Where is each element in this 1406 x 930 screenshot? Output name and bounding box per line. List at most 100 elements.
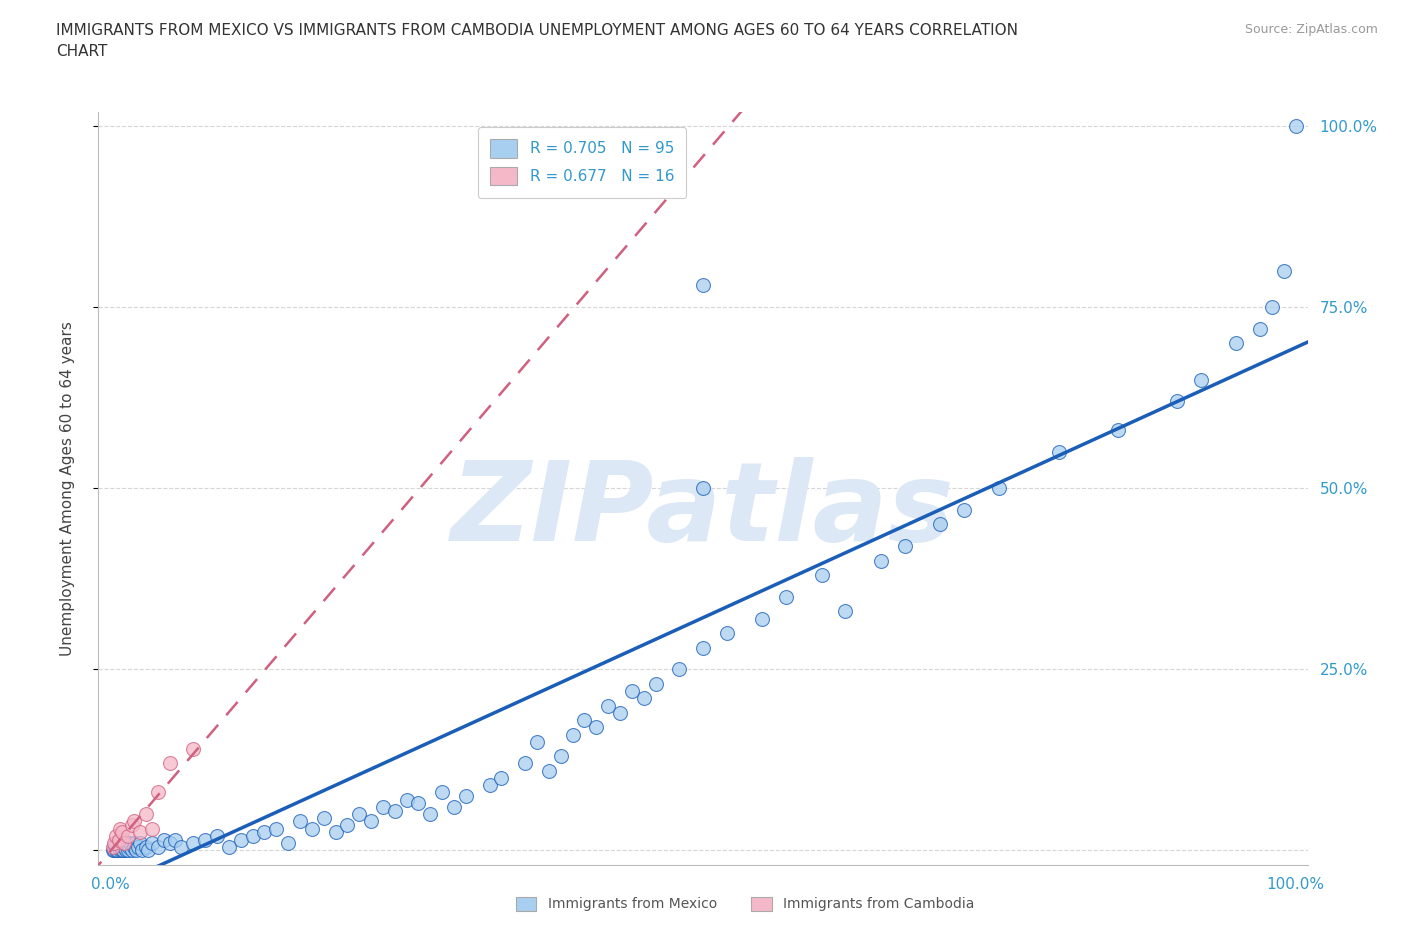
Point (122, 814, 145, 829)
Point (869, 553, 891, 568)
Point (1189, 372, 1212, 387)
Point (537, 764, 560, 778)
Point (929, 517, 952, 532)
Point (104, 840, 127, 855)
Point (114, 843, 136, 857)
Point (165, 832, 187, 847)
Point (194, 832, 217, 847)
Point (454, 789, 477, 804)
Point (115, 836, 138, 851)
Point (526, 735, 548, 750)
Point (550, 749, 572, 764)
Point (751, 611, 773, 626)
Point (1261, 299, 1284, 314)
Point (395, 792, 418, 807)
Point (692, 640, 714, 655)
Point (443, 800, 465, 815)
Point (810, 567, 832, 582)
Point (692, 481, 714, 496)
Point (105, 836, 128, 851)
Point (118, 840, 141, 855)
Point (988, 481, 1011, 496)
Point (644, 676, 666, 691)
Point (127, 840, 149, 855)
Point (111, 825, 134, 840)
Point (111, 843, 134, 857)
Point (114, 840, 136, 855)
Point (716, 626, 738, 641)
Point (1249, 322, 1271, 337)
Point (561, 727, 583, 742)
Point (419, 806, 441, 821)
Point (120, 836, 142, 851)
Point (159, 836, 181, 851)
Point (141, 836, 163, 851)
Point (131, 843, 153, 857)
Point (107, 832, 129, 847)
Point (360, 814, 382, 829)
Point (1166, 394, 1188, 409)
Point (117, 829, 139, 844)
Point (633, 691, 655, 706)
Point (312, 810, 335, 825)
Point (146, 785, 169, 800)
Point (103, 836, 125, 851)
Point (108, 821, 131, 836)
Point (952, 502, 974, 517)
Point (668, 662, 690, 677)
Text: Source: ZipAtlas.com: Source: ZipAtlas.com (1244, 23, 1378, 36)
Point (105, 829, 128, 844)
Point (264, 821, 287, 836)
Point (775, 590, 797, 604)
Point (515, 756, 537, 771)
Legend: Immigrants from Mexico, Immigrants from Cambodia: Immigrants from Mexico, Immigrants from … (509, 890, 981, 919)
Point (129, 825, 152, 840)
Point (432, 785, 454, 800)
Y-axis label: Unemployment Among Ages 60 to 64 years: Unemployment Among Ages 60 to 64 years (60, 321, 75, 656)
Point (301, 821, 323, 836)
Point (347, 806, 370, 821)
Point (135, 806, 157, 821)
Point (277, 836, 299, 851)
Point (205, 829, 228, 844)
Point (124, 836, 146, 851)
Point (141, 821, 163, 836)
Point (114, 836, 136, 851)
Point (893, 538, 915, 553)
Point (288, 814, 311, 829)
Point (325, 825, 347, 840)
Point (121, 843, 143, 857)
Point (491, 771, 513, 786)
Point (574, 712, 596, 727)
Point (478, 777, 501, 792)
Point (620, 684, 643, 698)
Point (609, 705, 631, 720)
Legend: R = 0.705   N = 95, R = 0.677   N = 16: R = 0.705 N = 95, R = 0.677 N = 16 (478, 126, 686, 198)
Point (129, 836, 152, 851)
Point (107, 840, 129, 855)
Point (336, 817, 359, 832)
Point (125, 843, 148, 857)
Point (111, 832, 134, 847)
Point (170, 840, 193, 855)
Point (136, 843, 159, 857)
Point (108, 836, 131, 851)
Point (110, 840, 132, 855)
Point (408, 796, 430, 811)
Point (159, 756, 181, 771)
Point (242, 829, 264, 844)
Point (105, 843, 128, 857)
Point (1047, 445, 1070, 459)
Point (112, 843, 135, 857)
Text: IMMIGRANTS FROM MEXICO VS IMMIGRANTS FROM CAMBODIA UNEMPLOYMENT AMONG AGES 60 TO: IMMIGRANTS FROM MEXICO VS IMMIGRANTS FRO… (56, 23, 1018, 60)
Point (121, 817, 143, 832)
Point (253, 825, 276, 840)
Point (101, 840, 124, 855)
Point (105, 843, 128, 857)
Point (229, 832, 252, 847)
Point (692, 278, 714, 293)
Point (117, 843, 139, 857)
Point (371, 800, 394, 815)
Point (152, 832, 174, 847)
Point (834, 604, 856, 618)
